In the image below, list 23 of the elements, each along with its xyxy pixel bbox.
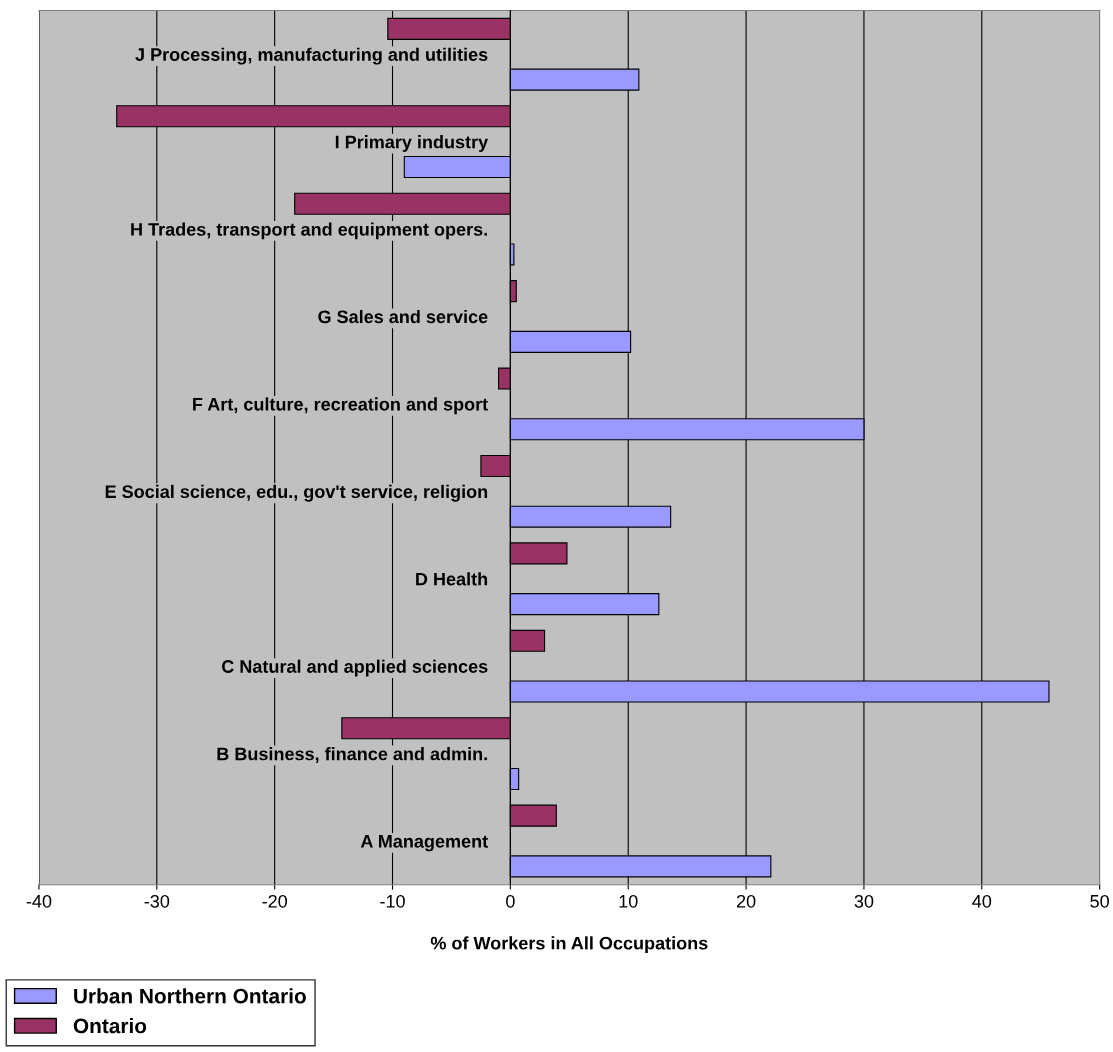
legend-label: Ontario — [73, 1018, 147, 1034]
x-tick-label: 30 — [854, 894, 874, 908]
x-tick-label: 0 — [506, 894, 515, 908]
x-tick-label: 20 — [736, 894, 756, 908]
x-axis-title: % of Workers in All Occupations — [430, 936, 708, 954]
y-tick-label: E Social science, edu., gov't service, religion — [105, 484, 488, 502]
y-tick-label: G Sales and service — [318, 309, 488, 324]
y-tick-label: H Trades, transport and equipment opers. — [131, 222, 487, 240]
x-tick-label: -30 — [144, 894, 170, 908]
y-tick-label: I Primary industry — [335, 135, 489, 152]
x-tick-label: -10 — [380, 894, 405, 908]
x-tick-label: -40 — [26, 894, 52, 908]
x-tick-label: 50 — [1090, 894, 1109, 908]
x-tick-label: -20 — [262, 894, 288, 908]
x-tick-label: 40 — [972, 894, 992, 908]
y-tick-label: C Natural and applied sciences — [222, 659, 488, 677]
y-tick-label: A Management — [360, 835, 488, 852]
y-tick-label: F Art, culture, recreation and sport — [193, 397, 488, 415]
legend-label: Urban Northern Ontario — [74, 988, 306, 1004]
x-tick-label: 10 — [619, 894, 638, 908]
y-tick-label: J Processing, manufacturing and utilities — [135, 47, 488, 65]
y-tick-label: D Health — [416, 572, 488, 586]
y-tick-label: B Business, finance and admin. — [217, 747, 487, 763]
